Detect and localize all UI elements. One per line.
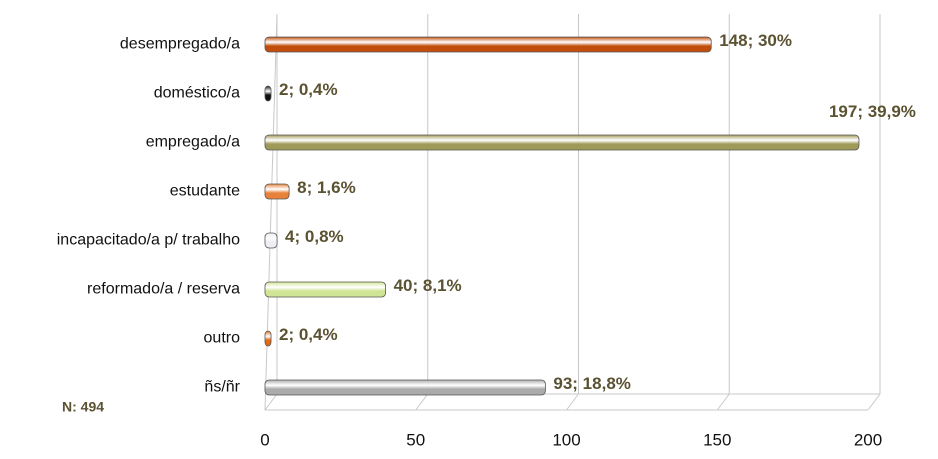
- bar: [264, 281, 386, 298]
- x-tick-label: 200: [854, 430, 882, 449]
- y-tick-label: reformado/a / reserva: [87, 281, 240, 298]
- y-tick-label: empregado/a: [146, 134, 240, 151]
- bar: [264, 232, 278, 249]
- annotation: N: 494: [62, 399, 104, 415]
- y-tick-label: doméstico/a: [154, 85, 240, 102]
- axis-line: [264, 13, 278, 411]
- grid-line: [415, 14, 429, 411]
- bar: [264, 183, 290, 200]
- y-tick-label: desempregado/a: [120, 36, 240, 53]
- value-label: 2; 0,4%: [279, 80, 338, 99]
- bar: [264, 379, 546, 396]
- grid-line: [716, 14, 730, 411]
- x-tick-label: 150: [703, 430, 731, 449]
- grid-line: [867, 14, 881, 411]
- value-label: 40; 8,1%: [394, 276, 462, 295]
- value-label: 2; 0,4%: [279, 325, 338, 344]
- value-label: 8; 1,6%: [297, 178, 356, 197]
- x-tick-label: 0: [260, 430, 269, 449]
- y-tick-label: estudante: [170, 183, 240, 200]
- bar: [264, 85, 272, 102]
- value-label: 93; 18,8%: [553, 374, 631, 393]
- y-tick-label: incapacitado/a p/ trabalho: [57, 232, 240, 249]
- y-tick-label: outro: [204, 330, 241, 347]
- bar: [264, 330, 272, 347]
- x-tick-label: 50: [406, 430, 425, 449]
- value-label: 148; 30%: [719, 31, 792, 50]
- x-tick-label: 100: [552, 430, 580, 449]
- bar: [264, 36, 712, 53]
- bar: [264, 134, 860, 151]
- value-label: 4; 0,8%: [285, 227, 344, 246]
- y-tick-label: ñs/ñr: [204, 379, 240, 396]
- value-label: 197; 39,9%: [829, 102, 916, 121]
- grid-line: [566, 14, 579, 411]
